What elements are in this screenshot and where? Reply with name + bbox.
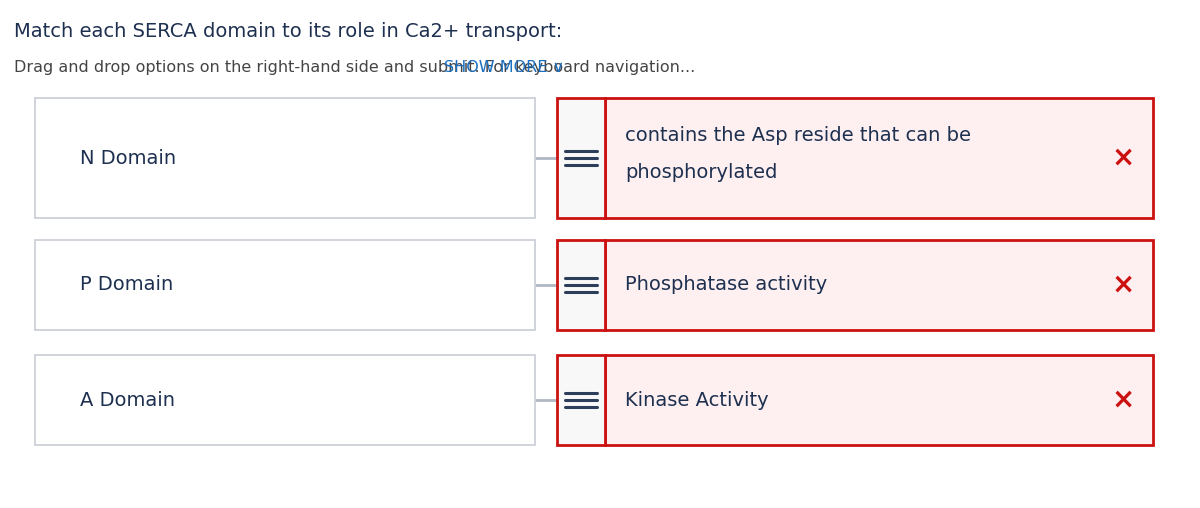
Text: Kinase Activity: Kinase Activity bbox=[625, 391, 769, 409]
Text: A Domain: A Domain bbox=[80, 391, 175, 409]
Text: P Domain: P Domain bbox=[80, 275, 173, 295]
Text: SHOW MORE ∨: SHOW MORE ∨ bbox=[444, 60, 564, 75]
Text: ×: × bbox=[1111, 386, 1135, 414]
FancyBboxPatch shape bbox=[557, 98, 605, 218]
Text: ×: × bbox=[1111, 271, 1135, 299]
FancyBboxPatch shape bbox=[35, 98, 535, 218]
Text: Drag and drop options on the right-hand side and submit. For keyboard navigation: Drag and drop options on the right-hand … bbox=[14, 60, 706, 75]
Text: phosphorylated: phosphorylated bbox=[625, 163, 778, 182]
Text: N Domain: N Domain bbox=[80, 148, 176, 168]
FancyBboxPatch shape bbox=[557, 355, 605, 445]
FancyBboxPatch shape bbox=[35, 355, 535, 445]
FancyBboxPatch shape bbox=[605, 98, 1153, 218]
Text: Phosphatase activity: Phosphatase activity bbox=[625, 275, 827, 295]
FancyBboxPatch shape bbox=[35, 240, 535, 330]
FancyBboxPatch shape bbox=[557, 240, 605, 330]
FancyBboxPatch shape bbox=[605, 240, 1153, 330]
Text: ×: × bbox=[1111, 144, 1135, 172]
FancyBboxPatch shape bbox=[605, 355, 1153, 445]
Text: Match each SERCA domain to its role in Ca2+ transport:: Match each SERCA domain to its role in C… bbox=[14, 22, 563, 41]
Text: contains the Asp reside that can be: contains the Asp reside that can be bbox=[625, 126, 971, 145]
